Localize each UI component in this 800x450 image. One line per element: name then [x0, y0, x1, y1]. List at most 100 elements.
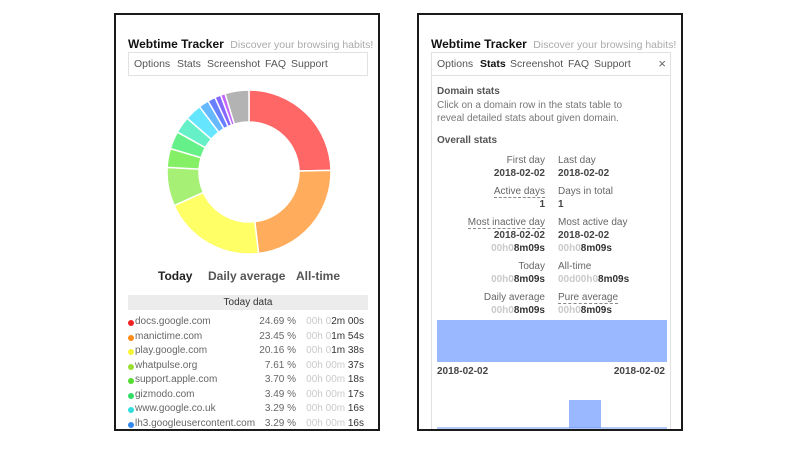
domain-percent: 3.29 %	[264, 417, 296, 429]
domain-color-dot	[128, 392, 134, 399]
last-day-value: 2018-02-02	[558, 168, 610, 179]
nav-bar: Options Stats Screenshot FAQ Support ×	[431, 52, 671, 76]
donut-slice[interactable]	[173, 191, 260, 255]
nav-support[interactable]: Support	[594, 58, 631, 70]
most-active-value: 2018-02-02	[558, 230, 610, 241]
domain-time: 00h 01m 54s	[306, 330, 364, 342]
nav-options[interactable]: Options	[437, 58, 474, 70]
today-time: 00h08m09s	[491, 274, 545, 285]
most-inactive-time: 00h08m09s	[491, 243, 545, 254]
nav-faq[interactable]: FAQ	[265, 58, 287, 70]
domain-percent: 3.49 %	[264, 388, 296, 400]
table-row[interactable]: whatpulse.org 7.61 % 00h 00m 37s	[128, 359, 368, 374]
daily-average-label: Daily average	[483, 292, 545, 303]
today-data-table: docs.google.com 24.69 % 00h 02m 00s manicti…	[128, 315, 368, 430]
donut-slice[interactable]	[224, 89, 250, 126]
app-tagline: Discover your browsing habits!	[230, 39, 374, 51]
nav-options[interactable]: Options	[134, 58, 171, 70]
active-days-value: 1	[539, 199, 545, 210]
domain-time: 00h 00m 17s	[306, 388, 364, 400]
domain-time: 00h 00m 18s	[306, 374, 364, 385]
overview-panel: Webtime Tracker Discover your browsing h…	[114, 13, 380, 431]
domain-name[interactable]: whatpulse.org	[135, 359, 198, 371]
range-tab-all-time[interactable]: All-time	[296, 269, 341, 283]
domain-percent: 20.16 %	[259, 345, 296, 356]
domain-name[interactable]: manictime.com	[135, 330, 203, 342]
nav-screenshot[interactable]: Screenshot	[207, 58, 261, 70]
domain-color-dot	[128, 349, 134, 355]
donut-slice[interactable]	[248, 89, 332, 172]
chart-start-date: 2018-02-02	[437, 366, 489, 377]
domain-percent: 3.70 %	[264, 374, 296, 385]
days-total-value: 1	[558, 199, 564, 210]
most-active-time: 00h08m09s	[558, 243, 612, 254]
overall-stats-title: Overall stats	[437, 135, 498, 146]
stats-panel: Webtime Tracker Discover your browsing h…	[417, 13, 683, 431]
usage-donut-chart	[166, 89, 332, 255]
app-title: Webtime Tracker	[128, 37, 224, 51]
today-data-header: Today data	[128, 295, 368, 310]
app-title: Webtime Tracker	[431, 37, 527, 51]
domain-name[interactable]: play.google.com	[135, 345, 208, 356]
domain-time: 00h 00m 16s	[306, 403, 364, 414]
domain-percent: 24.69 %	[259, 316, 296, 327]
daily-usage-bar	[437, 320, 667, 362]
domain-color-dot	[128, 363, 134, 370]
nav-support[interactable]: Support	[291, 58, 328, 70]
pure-average-label[interactable]: Pure average	[558, 292, 619, 304]
app-header: Webtime Tracker Discover your browsing h…	[431, 35, 676, 53]
domain-color-dot	[128, 320, 134, 326]
donut-slice[interactable]	[253, 169, 332, 255]
active-days-label[interactable]: Active days	[493, 186, 545, 198]
table-row[interactable]: play.google.com 20.16 % 00h 01m 38s	[128, 344, 368, 359]
most-inactive-value: 2018-02-02	[493, 230, 545, 241]
domain-name[interactable]: support.apple.com	[135, 374, 218, 385]
first-day-label: First day	[506, 155, 545, 166]
app-header: Webtime Tracker Discover your browsing h…	[128, 35, 373, 53]
last-day-label: Last day	[558, 155, 596, 166]
first-day-value: 2018-02-02	[493, 168, 545, 179]
table-row[interactable]: www.google.co.uk 3.29 % 00h 00m 16s	[128, 402, 368, 417]
table-row[interactable]: support.apple.com 3.70 % 00h 00m 18s	[128, 373, 368, 388]
nav-faq[interactable]: FAQ	[568, 58, 590, 70]
close-icon[interactable]: ×	[658, 56, 666, 71]
chart-end-date: 2018-02-02	[613, 366, 665, 377]
hourly-usage-bar	[569, 400, 601, 428]
range-tab-today[interactable]: Today	[158, 269, 193, 283]
domain-color-dot	[128, 421, 134, 428]
domain-color-dot	[128, 407, 134, 413]
table-row[interactable]: gizmodo.com 3.49 % 00h 00m 17s	[128, 388, 368, 403]
nav-screenshot[interactable]: Screenshot	[510, 58, 564, 70]
domain-stats-description: Click on a domain row in the stats table…	[437, 100, 623, 124]
app-tagline: Discover your browsing habits!	[533, 39, 677, 51]
domain-time: 00h 02m 00s	[306, 316, 364, 327]
nav-stats[interactable]: Stats	[177, 58, 201, 70]
domain-color-dot	[128, 378, 134, 384]
table-row[interactable]: manictime.com 23.45 % 00h 01m 54s	[128, 330, 368, 345]
domain-name[interactable]: gizmodo.com	[135, 388, 195, 400]
domain-time: 00h 00m 16s	[306, 417, 364, 429]
most-active-label: Most active day	[558, 217, 628, 228]
domain-name[interactable]: docs.google.com	[135, 316, 211, 327]
nav-stats[interactable]: Stats	[480, 58, 506, 70]
domain-stats-title: Domain stats	[437, 86, 500, 97]
days-total-label: Days in total	[558, 186, 614, 197]
stats-content	[431, 76, 671, 429]
domain-time: 00h 00m 37s	[306, 359, 364, 371]
domain-name[interactable]: www.google.co.uk	[135, 403, 216, 414]
domain-percent: 7.61 %	[264, 359, 296, 371]
table-row[interactable]: docs.google.com 24.69 % 00h 02m 00s	[128, 315, 368, 330]
all-time-label: All-time	[558, 261, 592, 272]
domain-time: 00h 01m 38s	[306, 345, 364, 356]
range-tab-daily-average[interactable]: Daily average	[208, 269, 286, 283]
daily-usage-chart	[437, 320, 667, 429]
pure-average-time: 00h08m09s	[558, 305, 612, 316]
domain-color-dot	[128, 334, 134, 341]
table-row[interactable]: lh3.googleusercontent.com 3.29 % 00h 00m 1…	[128, 417, 368, 430]
most-inactive-label[interactable]: Most inactive day	[467, 217, 545, 229]
all-time-time: 00d00h08m09s	[558, 274, 630, 285]
nav-bar: Options Stats Screenshot FAQ Support	[128, 52, 368, 76]
domain-name[interactable]: lh3.googleusercontent.com	[135, 417, 256, 429]
domain-percent: 3.29 %	[264, 403, 296, 414]
today-label: Today	[518, 261, 545, 272]
